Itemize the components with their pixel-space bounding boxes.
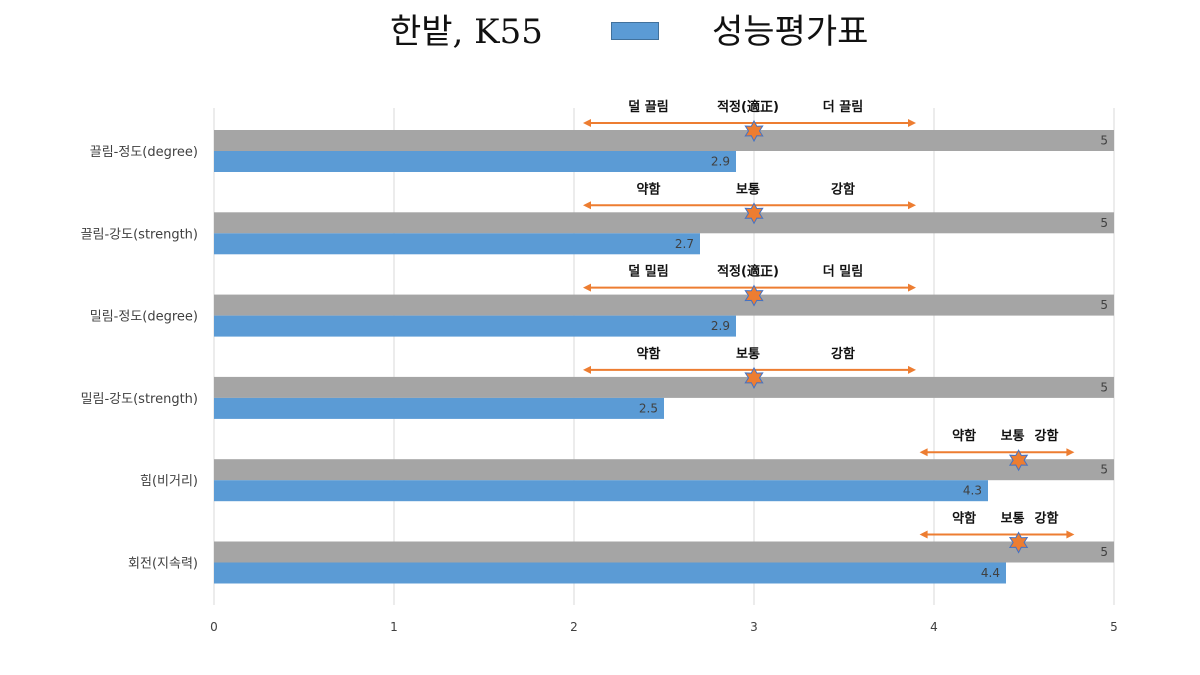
category-label: 끌림-강도(strength) [81, 227, 198, 242]
max-bar [214, 130, 1114, 151]
max-bar [214, 459, 1114, 481]
annotation-low-label: 약함 [952, 511, 976, 527]
category-label: 회전(지속력) [128, 557, 198, 572]
max-bar [214, 294, 1114, 316]
x-tick-label: 5 [1110, 620, 1118, 634]
scale-arrow-head-left [583, 365, 591, 374]
category-label: 밀림-정도(degree) [90, 310, 198, 325]
marker-star [744, 202, 764, 225]
score-bar [214, 480, 988, 502]
scale-arrow-head-left [919, 448, 928, 457]
scale-arrow-head-right [1066, 448, 1075, 457]
category-label: 끌림-정도(degree) [90, 145, 198, 160]
annotation-low-label: 약함 [637, 181, 661, 197]
annotation-mid-label: 적정(適正) [717, 99, 779, 115]
scale-arrow-head-left [919, 530, 928, 539]
annotation-low-label: 약함 [637, 346, 661, 362]
scale-arrow-head-right [908, 201, 916, 210]
annotation-low-label: 약함 [952, 428, 976, 444]
annotation-high-label: 더 끌림 [823, 99, 863, 115]
max-bar [214, 376, 1114, 398]
score-bar-value-label: 2.5 [639, 401, 658, 415]
x-tick-label: 3 [750, 620, 758, 634]
category-label: 힘(비거리) [140, 474, 198, 489]
legend-swatch [611, 22, 659, 40]
score-bar [214, 151, 736, 172]
annotation-mid-label: 보통 [736, 347, 760, 362]
max-bar [214, 212, 1114, 234]
x-tick-label: 1 [390, 620, 398, 634]
chart-title-right: 성능평가표 [712, 12, 869, 52]
chart-header: 한밭, K55 성능평가표 [0, 0, 1200, 70]
annotation-mid-label: 보통 [736, 182, 760, 197]
annotation-mid-label: 보통 [1001, 512, 1025, 527]
annotation-high-label: 강함 [831, 346, 855, 362]
scale-arrow-head-right [1066, 530, 1075, 539]
max-bar-value-label: 5 [1100, 298, 1108, 312]
score-bar-value-label: 4.3 [963, 484, 982, 498]
marker-star [744, 366, 764, 389]
score-bar [214, 315, 736, 337]
max-bar-value-label: 5 [1100, 380, 1108, 394]
score-bar-value-label: 2.7 [675, 237, 694, 251]
annotation-high-label: 더 밀림 [823, 264, 863, 280]
max-bar-value-label: 5 [1100, 463, 1108, 477]
scale-arrow-head-right [908, 365, 916, 374]
annotation-high-label: 강함 [831, 181, 855, 197]
scale-arrow-head-left [583, 201, 591, 210]
marker-star [1008, 449, 1029, 472]
score-bar [214, 397, 664, 419]
annotation-low-label: 덜 끌림 [628, 99, 668, 115]
max-bar-value-label: 5 [1100, 216, 1108, 230]
annotation-low-label: 덜 밀림 [628, 264, 668, 280]
marker-star [744, 284, 764, 307]
scale-arrow-head-right [908, 283, 916, 292]
category-label: 밀림-강도(strength) [81, 392, 198, 407]
max-bar [214, 541, 1114, 563]
max-bar-value-label: 5 [1100, 545, 1108, 559]
score-bar-value-label: 2.9 [711, 319, 730, 333]
scale-arrow-head-right [908, 119, 916, 127]
annotation-high-label: 강함 [1035, 428, 1059, 444]
annotation-high-label: 강함 [1035, 511, 1059, 527]
x-tick-label: 2 [570, 620, 578, 634]
scale-arrow-head-left [583, 119, 591, 127]
marker-star [744, 119, 764, 143]
scale-arrow-head-left [583, 283, 591, 292]
score-bar [214, 233, 700, 255]
x-tick-label: 4 [930, 620, 938, 634]
score-bar-value-label: 2.9 [711, 155, 730, 169]
annotation-mid-label: 보통 [1001, 429, 1025, 444]
x-tick-label: 0 [210, 620, 218, 634]
annotation-mid-label: 적정(適正) [717, 264, 779, 280]
max-bar-value-label: 5 [1100, 134, 1108, 148]
chart-title-left: 한밭, K55 [390, 12, 543, 52]
marker-star [1008, 531, 1029, 554]
score-bar [214, 562, 1006, 584]
score-bar-value-label: 4.4 [981, 566, 1000, 580]
